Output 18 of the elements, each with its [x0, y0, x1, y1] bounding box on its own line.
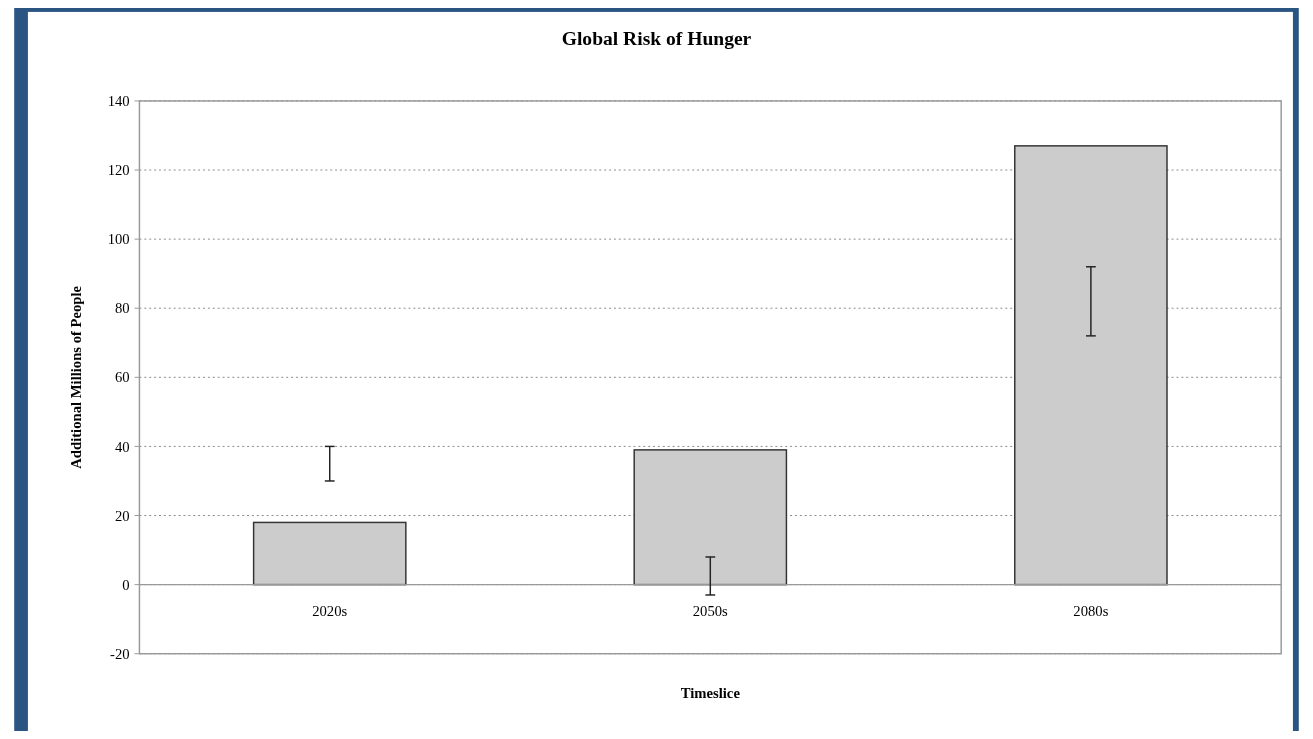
x-tick-label: 2020s	[312, 602, 348, 619]
y-tick-label: 60	[115, 369, 130, 386]
bar	[1014, 145, 1168, 586]
bar	[252, 521, 407, 586]
y-tick-label: 120	[107, 162, 130, 179]
y-tick-label: 100	[107, 231, 130, 248]
chart-title: Global Risk of Hunger	[561, 28, 752, 50]
y-axis-title: Additional Millions of People	[67, 285, 84, 469]
y-tick-label: -20	[110, 645, 130, 662]
y-tick-label: 20	[115, 507, 130, 524]
y-tick-label: 80	[115, 300, 130, 317]
x-tick-label: 2080s	[1073, 602, 1109, 619]
y-tick-label: 140	[107, 93, 130, 110]
y-tick-label: 40	[115, 438, 130, 455]
y-tick-label: 0	[122, 576, 130, 593]
x-axis-title: Timeslice	[680, 684, 741, 701]
x-tick-label: 2050s	[692, 602, 729, 619]
bar	[633, 449, 788, 586]
